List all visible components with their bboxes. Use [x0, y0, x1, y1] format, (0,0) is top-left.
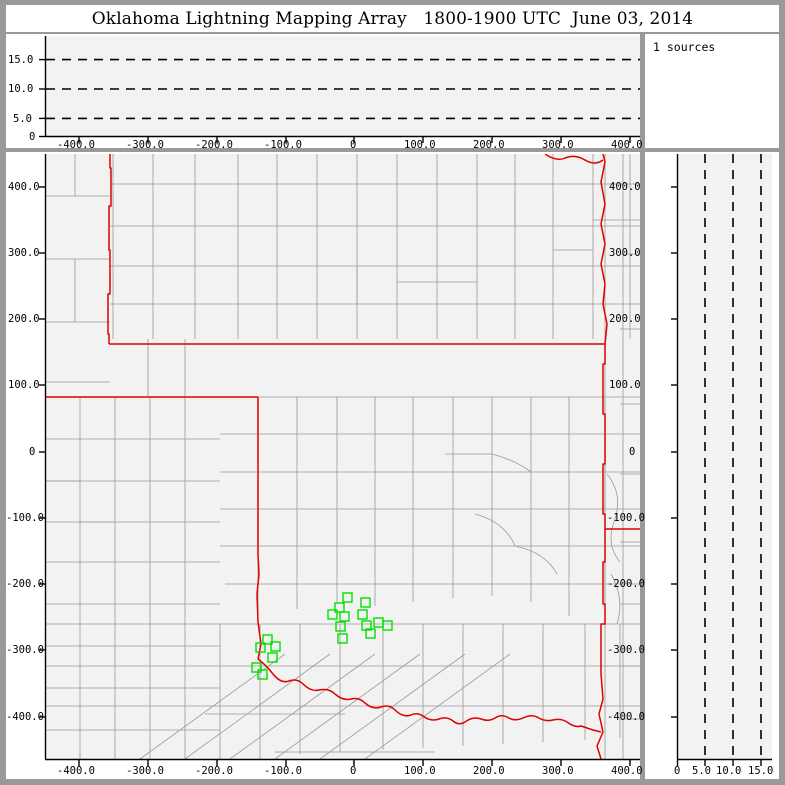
map-ytick--100: -100.0: [6, 512, 44, 524]
side-ytick--400: -400.0: [607, 711, 645, 723]
top-xtick--400: -400.0: [57, 139, 95, 151]
side-ytick--300: -300.0: [607, 644, 645, 656]
source-count-label: 1 sources: [653, 40, 716, 54]
map-xtick-400: 400.0: [611, 765, 643, 777]
source-marker: [267, 652, 278, 663]
state-borders: [45, 154, 640, 759]
source-marker: [270, 641, 281, 652]
top-ytick-5: 5.0: [13, 113, 32, 125]
side-ytick--100: -100.0: [607, 512, 645, 524]
source-marker: [339, 611, 350, 622]
top-ytick-15: 15.0: [8, 54, 34, 66]
top-xtick-0: 0: [350, 139, 357, 151]
source-marker: [342, 592, 353, 603]
map-xtick--400: -400.0: [57, 765, 95, 777]
lightning-source-markers: [251, 592, 393, 680]
map-xtick--100: -100.0: [264, 765, 302, 777]
time-height-plot-area: [45, 36, 640, 136]
source-marker: [251, 662, 262, 673]
side-ytick--200: -200.0: [607, 578, 645, 590]
map-ytick--200: -200.0: [6, 578, 44, 590]
source-marker: [357, 609, 368, 620]
source-marker: [382, 620, 393, 631]
map-xtick-0: 0: [350, 765, 357, 777]
map-xtick-200: 200.0: [473, 765, 505, 777]
page-title: Oklahoma Lightning Mapping Array 1800-19…: [91, 8, 694, 29]
source-marker: [365, 628, 376, 639]
side-xtick-10: 10.0: [716, 765, 742, 777]
time-height-axes: [39, 36, 640, 143]
top-xtick--300: -300.0: [126, 139, 164, 151]
side-ytick-200: 200.0: [609, 313, 641, 325]
map-xtick--200: -200.0: [195, 765, 233, 777]
source-marker: [257, 669, 268, 680]
map-ytick--300: -300.0: [6, 644, 44, 656]
map-graphics[interactable]: [45, 154, 640, 759]
side-ytick-100: 100.0: [609, 379, 641, 391]
height-profile-axes: [671, 154, 772, 766]
map-ytick-100: 100.0: [8, 379, 40, 391]
top-xtick-400: 400.0: [611, 139, 643, 151]
map-ytick--400: -400.0: [6, 711, 44, 723]
map-xtick-300: 300.0: [542, 765, 574, 777]
map-xtick--300: -300.0: [126, 765, 164, 777]
source-marker: [360, 597, 371, 608]
map-xtick-100: 100.0: [404, 765, 436, 777]
map-plot-area[interactable]: [45, 154, 640, 759]
source-marker: [335, 621, 346, 632]
top-xtick-200: 200.0: [473, 139, 505, 151]
source-marker: [373, 617, 384, 628]
side-ytick-0: 0: [629, 446, 636, 458]
top-ytick-10: 10.0: [8, 83, 34, 95]
title-bar: Oklahoma Lightning Mapping Array 1800-19…: [6, 5, 779, 32]
plan-view-map-panel[interactable]: 400.0 300.0 200.0 100.0 0 -100.0 -200.0 …: [6, 152, 640, 779]
map-ytick-200: 200.0: [8, 313, 40, 325]
height-profile-panel[interactable]: 400.0 300.0 200.0 100.0 0 -100.0 -200.0 …: [607, 152, 779, 779]
top-xtick-100: 100.0: [404, 139, 436, 151]
source-marker: [255, 642, 266, 653]
map-ytick-0: 0: [29, 446, 36, 458]
side-ytick-300: 300.0: [609, 247, 641, 259]
source-count-panel: 1 sources: [645, 34, 779, 148]
source-marker: [262, 634, 273, 645]
source-marker: [337, 633, 348, 644]
source-marker: [327, 609, 338, 620]
map-ytick-400: 400.0: [8, 181, 40, 193]
side-ytick-400: 400.0: [609, 181, 641, 193]
height-profile-plot-area[interactable]: [677, 154, 772, 759]
time-height-panel: 15.0 10.0 5.0 0: [6, 34, 640, 148]
top-ytick-0: 0: [29, 131, 36, 143]
side-xtick-5: 5.0: [692, 765, 711, 777]
top-xtick--100: -100.0: [264, 139, 302, 151]
top-xtick-300: 300.0: [542, 139, 574, 151]
side-xtick-0: 0: [674, 765, 681, 777]
side-xtick-15: 15.0: [748, 765, 774, 777]
top-xtick--200: -200.0: [195, 139, 233, 151]
county-borders: [45, 154, 640, 759]
map-ytick-300: 300.0: [8, 247, 40, 259]
